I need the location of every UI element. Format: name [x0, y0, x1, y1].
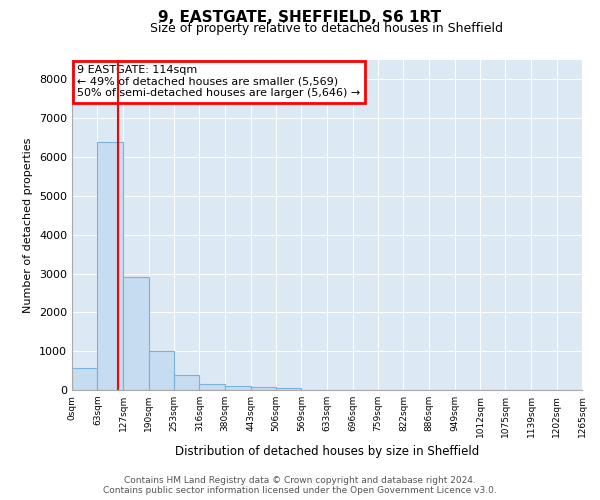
Bar	[72, 368, 97, 390]
Bar	[225, 386, 251, 390]
Bar	[97, 142, 123, 390]
Text: 9 EASTGATE: 114sqm
← 49% of detached houses are smaller (5,569)
50% of semi-deta: 9 EASTGATE: 114sqm ← 49% of detached hou…	[77, 65, 361, 98]
Bar	[149, 351, 174, 390]
Bar	[251, 388, 276, 390]
Text: Contains HM Land Registry data © Crown copyright and database right 2024.
Contai: Contains HM Land Registry data © Crown c…	[103, 476, 497, 495]
Bar	[123, 278, 149, 390]
Bar	[174, 375, 199, 390]
Text: 9, EASTGATE, SHEFFIELD, S6 1RT: 9, EASTGATE, SHEFFIELD, S6 1RT	[158, 10, 442, 25]
Y-axis label: Number of detached properties: Number of detached properties	[23, 138, 34, 312]
X-axis label: Distribution of detached houses by size in Sheffield: Distribution of detached houses by size …	[175, 446, 479, 458]
Title: Size of property relative to detached houses in Sheffield: Size of property relative to detached ho…	[151, 22, 503, 35]
Bar	[276, 388, 301, 390]
Bar	[199, 384, 225, 390]
